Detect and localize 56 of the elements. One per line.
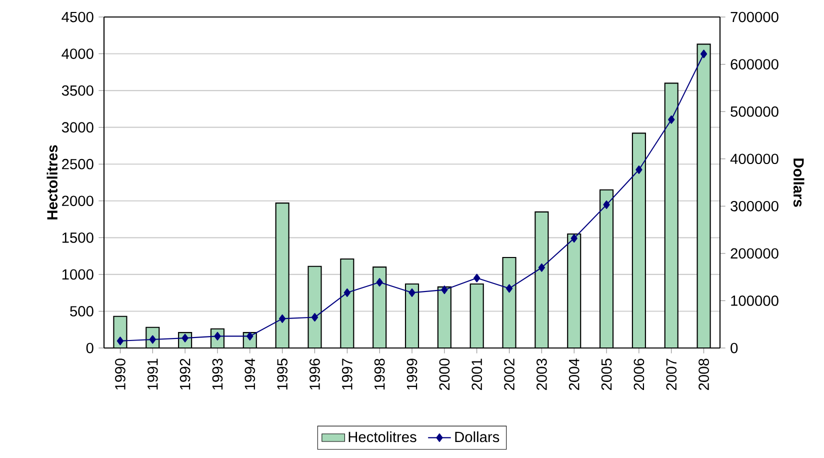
point (668, 115, 675, 124)
x-tick-label: 2006 (634, 358, 644, 390)
point (116, 336, 124, 346)
point (441, 286, 448, 294)
x-tick-label: 1997 (342, 358, 352, 390)
x-tick-label: 1990 (115, 358, 126, 390)
point (344, 288, 350, 297)
y-tick-label: 2500 (62, 158, 94, 170)
x-tick-label: 2000 (439, 358, 450, 390)
y2-tick-label: 600000 (730, 59, 778, 70)
x-tick-label: 1993 (212, 358, 223, 390)
x-tick-label: 1996 (310, 358, 320, 390)
legend-label: Dollars (455, 431, 500, 442)
y-tick-label: 3500 (62, 85, 94, 96)
point (376, 278, 383, 287)
x-tick-label: 1992 (180, 358, 190, 390)
y2-tick-label: 200000 (730, 248, 778, 259)
x-tick-label: 2005 (601, 358, 612, 390)
point (570, 234, 578, 243)
x-tick-label: 2001 (472, 358, 482, 390)
x-tick-label: 2008 (698, 358, 709, 390)
point (506, 284, 513, 293)
x-tick-label: 1998 (374, 358, 385, 390)
point (603, 200, 610, 209)
y-tick-label: 4500 (62, 12, 94, 22)
y-tick-label: 0 (86, 342, 94, 354)
x-tick-label: 1991 (147, 358, 158, 390)
point (278, 314, 286, 323)
x-tick-label: 2007 (666, 358, 677, 390)
y-axis-title: Hectolitres (46, 145, 58, 220)
legend-label: Hectolitres (348, 431, 416, 442)
x-tick-label: 1994 (244, 358, 256, 390)
point (408, 288, 416, 297)
point (538, 263, 546, 272)
y2-tick-label: 700000 (730, 12, 778, 22)
y2-tick-label: 500000 (730, 106, 778, 117)
y-tick-label: 1500 (62, 232, 94, 243)
x-tick-label: 2004 (568, 358, 580, 390)
point (311, 313, 318, 322)
y-tick-label: 500 (70, 306, 94, 316)
point (636, 165, 642, 174)
y2-tick-label: 0 (730, 342, 738, 354)
x-tick-label: 1995 (277, 358, 288, 390)
y-tick-label: 3000 (62, 122, 94, 133)
y-tick-label: 2000 (62, 196, 94, 206)
point (474, 274, 480, 282)
y-tick-label: 1000 (62, 269, 94, 280)
y2-axis-title: Dollars (793, 158, 804, 207)
y2-tick-label: 400000 (730, 154, 778, 164)
point (700, 50, 708, 58)
x-tick-label: 2003 (536, 358, 547, 390)
y2-tick-label: 100000 (731, 296, 778, 306)
x-tick-label: 2002 (504, 358, 514, 390)
y2-tick-label: 300000 (730, 200, 778, 212)
y-tick-label: 4000 (62, 48, 94, 59)
x-tick-label: 1999 (406, 358, 418, 390)
